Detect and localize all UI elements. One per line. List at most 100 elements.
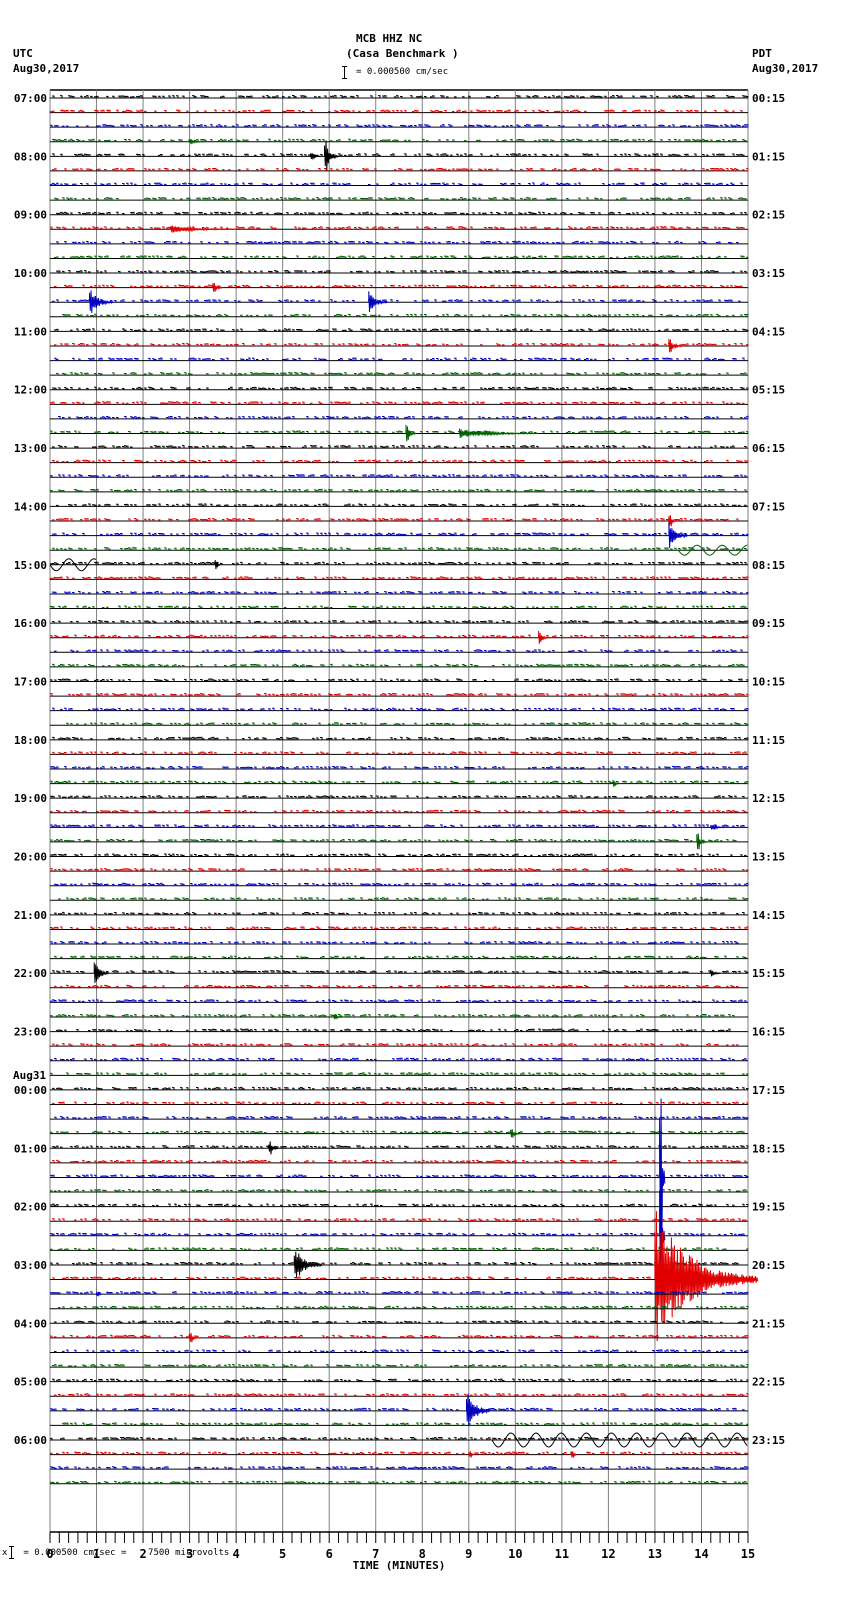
seismic-event xyxy=(654,1211,759,1342)
x-tick-label: 5 xyxy=(279,1547,286,1561)
trace-noise xyxy=(50,780,749,784)
trace-noise xyxy=(62,313,749,317)
x-tick-label: 7 xyxy=(372,1547,379,1561)
x-tick-label: 9 xyxy=(465,1547,472,1561)
trace-noise xyxy=(52,1043,739,1047)
seismic-event xyxy=(465,1393,491,1427)
pdt-hour-label: 18:15 xyxy=(752,1142,785,1155)
scale-bar-icon xyxy=(9,1546,17,1559)
pdt-hour-label: 22:15 xyxy=(752,1376,785,1389)
trace-noise xyxy=(52,1378,749,1382)
trace-noise xyxy=(50,109,743,113)
trace-noise xyxy=(52,459,749,463)
pdt-hour-label: 02:15 xyxy=(752,209,785,222)
trace-noise xyxy=(50,868,749,872)
utc-hour-label: 08:00 xyxy=(14,150,47,163)
trace-noise xyxy=(52,590,749,594)
trace-noise xyxy=(50,1189,747,1193)
scale-bar-icon xyxy=(342,66,350,79)
seismic-event xyxy=(96,1290,103,1297)
trace-noise xyxy=(52,736,749,740)
utc-hour-label: 10:00 xyxy=(14,267,47,280)
trace-noise xyxy=(62,1422,749,1426)
utc-hour-label: 09:00 xyxy=(14,209,47,222)
pdt-hour-label: 23:15 xyxy=(752,1434,785,1447)
trace-noise xyxy=(50,576,749,580)
utc-hour-label: 16:00 xyxy=(14,617,47,630)
scale-legend: = 0.000500 cm/sec xyxy=(342,66,449,79)
seismic-event xyxy=(293,1251,323,1277)
trace-noise xyxy=(52,620,749,624)
utc-hour-label: 11:00 xyxy=(14,325,47,338)
trace-noise xyxy=(50,605,747,609)
trace-noise xyxy=(50,474,747,478)
trace-noise xyxy=(50,1334,749,1338)
seismic-event xyxy=(333,1014,344,1020)
trace-noise xyxy=(50,926,749,930)
trace-noise xyxy=(50,678,749,682)
x-tick-label: 12 xyxy=(601,1547,615,1561)
seismic-event xyxy=(170,225,237,233)
footer-scale: x = 0.000500 cm/sec = 7500 microvolts xyxy=(2,1546,229,1559)
pdt-hour-label: 13:15 xyxy=(752,851,785,864)
seismic-event xyxy=(89,290,114,313)
pdt-hour-label: 14:15 xyxy=(752,909,785,922)
seismic-event xyxy=(612,780,619,787)
utc-hour-label: 18:00 xyxy=(14,734,47,747)
seismic-event xyxy=(677,544,748,556)
trace-noise xyxy=(50,1072,749,1076)
trace-noise xyxy=(54,255,749,259)
site-name: (Casa Benchmark ) xyxy=(346,47,459,60)
utc-hour-label: 03:00 xyxy=(14,1259,47,1272)
seismic-event xyxy=(668,521,689,548)
trace-noise xyxy=(50,401,745,405)
pdt-hour-label: 17:15 xyxy=(752,1084,785,1097)
trace-noise xyxy=(50,1466,749,1470)
x-tick-label: 4 xyxy=(233,1547,240,1561)
pdt-hour-label: 03:15 xyxy=(752,267,785,280)
trace-noise xyxy=(52,970,749,974)
trace-noise xyxy=(50,182,743,186)
trace-noise xyxy=(56,240,739,244)
utc-hour-label: 21:00 xyxy=(14,909,47,922)
utc-hour-label: 15:00 xyxy=(14,559,47,572)
scale-text: = 0.000500 cm/sec xyxy=(356,67,449,77)
utc-hour-label: 01:00 xyxy=(14,1142,47,1155)
x-tick-label: 15 xyxy=(741,1547,755,1561)
trace-noise xyxy=(50,766,749,770)
trace-noise xyxy=(50,634,749,638)
trace-noise xyxy=(54,984,739,988)
trace-noise xyxy=(58,415,749,419)
seismic-event xyxy=(538,631,549,644)
trace-noise xyxy=(58,897,749,901)
utc-hour-label: 13:00 xyxy=(14,442,47,455)
trace-noise xyxy=(50,838,737,842)
right-date: Aug30,2017 xyxy=(752,62,819,75)
pdt-hour-label: 15:15 xyxy=(752,967,785,980)
trace-noise xyxy=(50,795,745,799)
seismic-event xyxy=(212,283,223,292)
pdt-hour-label: 01:15 xyxy=(752,150,785,163)
utc-hour-label: 20:00 xyxy=(14,851,47,864)
trace-noise xyxy=(52,663,745,667)
x-tick-label: 8 xyxy=(419,1547,426,1561)
x-tick-label: 6 xyxy=(326,1547,333,1561)
station-title: MCB HHZ NC xyxy=(356,32,423,45)
trace-noise xyxy=(56,211,747,215)
seismic-event xyxy=(405,424,417,442)
x-tick-label: 13 xyxy=(648,1547,662,1561)
trace-noise xyxy=(52,532,749,536)
pdt-hour-label: 11:15 xyxy=(752,734,785,747)
x-tick-label: 10 xyxy=(508,1547,522,1561)
trace-noise xyxy=(50,124,749,128)
footer-scale-text: = 0.000500 cm/sec = 7500 microvolts xyxy=(23,1547,230,1558)
trace-noise xyxy=(54,649,743,653)
trace-noise xyxy=(54,911,745,915)
trace-noise xyxy=(50,1057,747,1061)
pdt-hour-label: 16:15 xyxy=(752,1026,785,1039)
trace-noise xyxy=(50,561,747,565)
trace-noise xyxy=(52,1145,749,1149)
x-tick-label: 2 xyxy=(139,1547,146,1561)
trace-noise xyxy=(50,1203,749,1207)
trace-noise xyxy=(54,197,747,201)
